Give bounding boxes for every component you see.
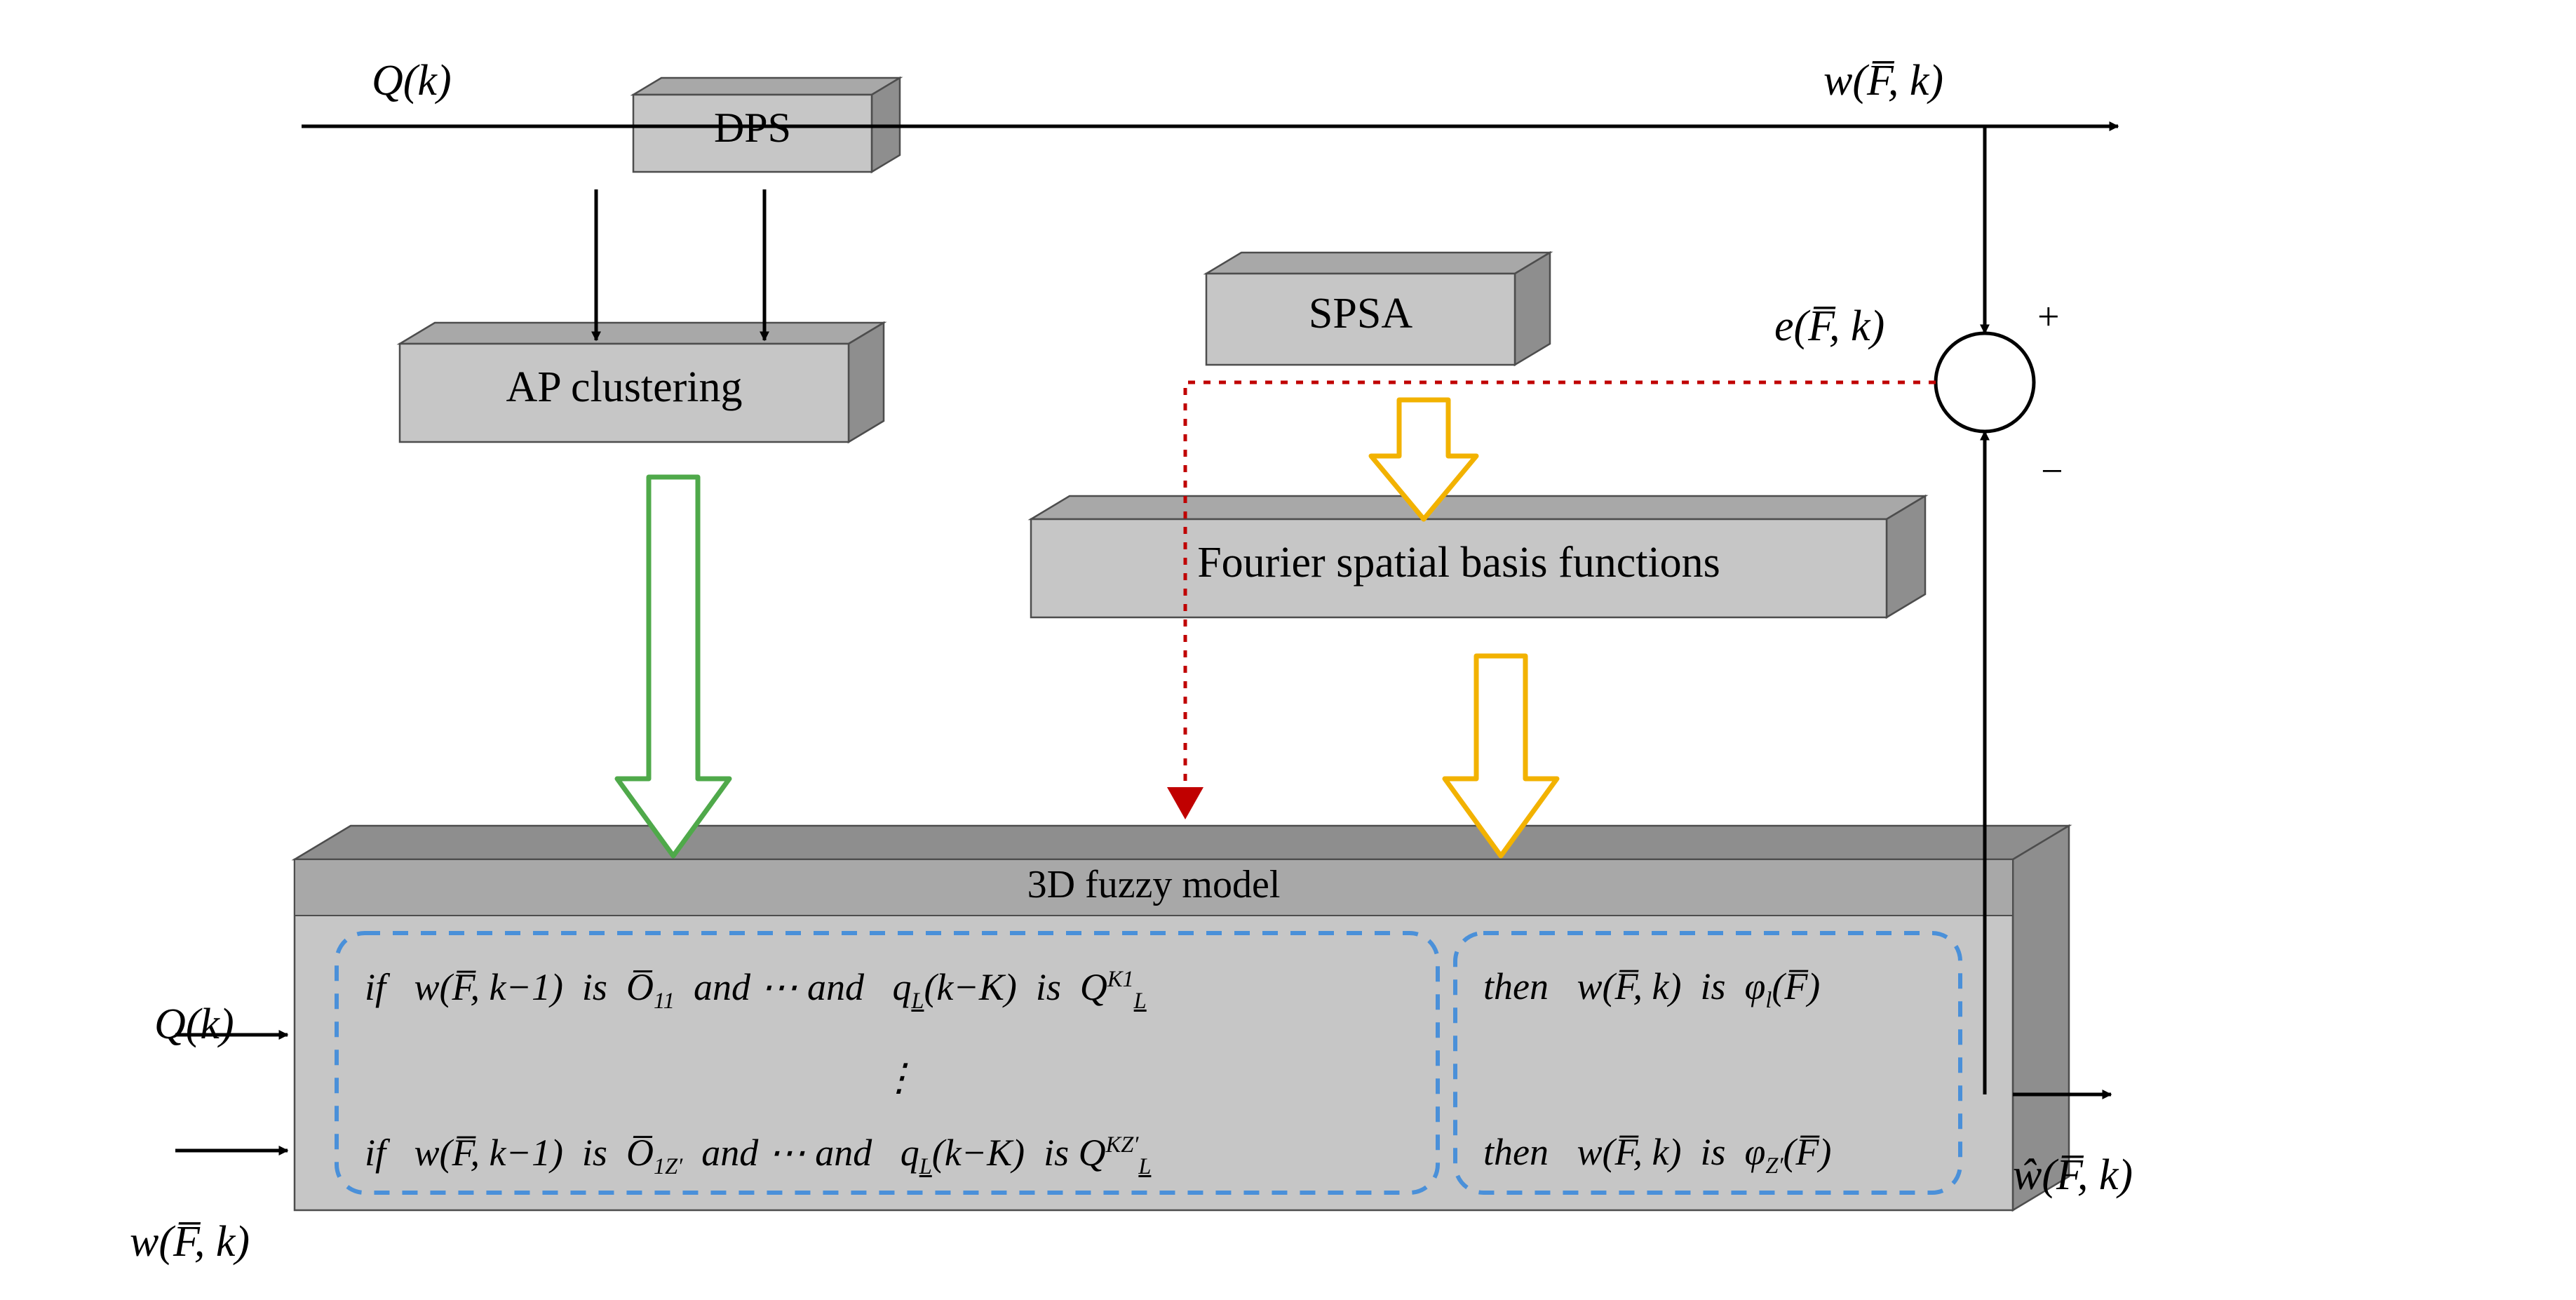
dps-label: DPS xyxy=(633,104,872,152)
rule-1-then: then w(F̅, k) is φl(F̅) xyxy=(1483,965,1820,1014)
rule-2-if: if w(F̅, k−1) is O̅1Z′ and ⋯ and qL(k−K)… xyxy=(365,1130,1151,1180)
label-what-right: ŵ(F̅, k) xyxy=(2013,1151,2133,1200)
label-wF-left: w(F̅, k) xyxy=(130,1217,250,1267)
diagram-svg xyxy=(0,0,2576,1300)
rule-vdots: ⋮ xyxy=(880,1055,918,1099)
label-w-top: w(F̅, k) xyxy=(1823,56,1943,106)
spsa-label: SPSA xyxy=(1206,289,1515,339)
rule-1-if: if w(F̅, k−1) is O̅11 and ⋯ and qL(k−K) … xyxy=(365,965,1147,1014)
label-Qk-top: Q(k) xyxy=(372,56,452,106)
error-feedback-head xyxy=(1167,787,1203,819)
rule-2-then: then w(F̅, k) is φZ′(F̅) xyxy=(1483,1130,1831,1179)
big-arrow-ap-to-fuzzy xyxy=(617,477,729,856)
ap-label: AP clustering xyxy=(400,363,849,413)
label-plus: + xyxy=(2037,295,2060,340)
summing-junction xyxy=(1936,333,2034,431)
fuzzy-title: 3D fuzzy model xyxy=(295,862,2013,907)
label-e-mid: e(F̅, k) xyxy=(1774,302,1884,351)
label-minus: − xyxy=(2041,449,2063,494)
fourier-label: Fourier spatial basis functions xyxy=(1031,538,1887,588)
label-Qk-left: Q(k) xyxy=(154,1000,234,1050)
